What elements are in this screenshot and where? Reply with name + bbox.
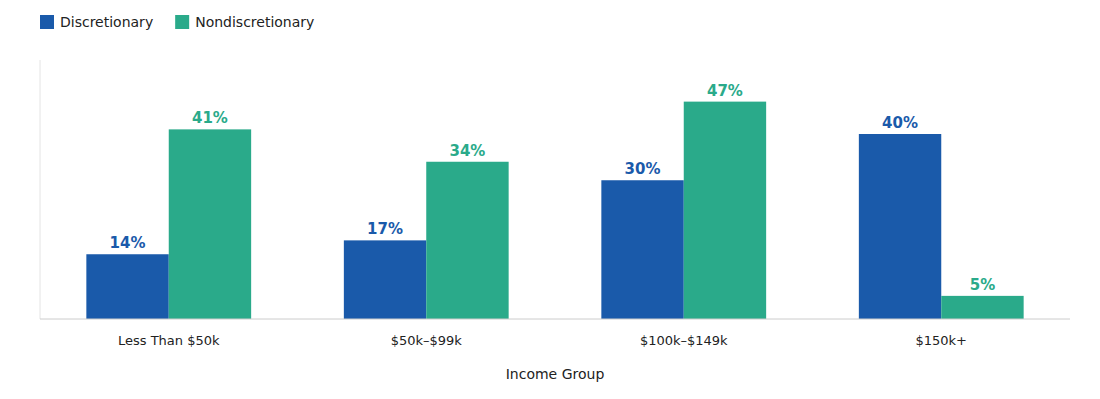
bar	[344, 240, 426, 319]
bar	[684, 102, 766, 319]
x-tick-label: $150k+	[915, 333, 967, 348]
x-tick-label: $100k–$149k	[640, 333, 728, 348]
legend-swatch	[175, 15, 189, 29]
data-labels: 14% 17% 30% 40% 41% 34% 47% 5%	[110, 82, 996, 294]
data-label: 47%	[707, 82, 743, 100]
bar	[859, 134, 941, 319]
x-tick-label: $50k–$99k	[391, 333, 463, 348]
bars	[86, 102, 1023, 319]
bar	[426, 162, 508, 319]
data-label: 30%	[625, 160, 661, 178]
legend-label: Nondiscretionary	[195, 14, 314, 30]
y-range-line	[40, 60, 41, 319]
chart: 14% 17% 30% 40% 41% 34% 47% 5% Less Than $50k $50…	[0, 0, 1100, 399]
data-label: 40%	[882, 114, 918, 132]
x-tick-label: Less Than $50k	[118, 333, 220, 348]
bar	[941, 296, 1023, 319]
legend-label: Discretionary	[60, 14, 153, 30]
data-label: 41%	[192, 109, 228, 127]
bar	[86, 254, 168, 319]
data-label: 17%	[367, 220, 403, 238]
legend-swatch	[40, 15, 54, 29]
x-axis-label: Income Group	[506, 366, 605, 382]
data-label: 34%	[449, 142, 485, 160]
legend: Discretionary Nondiscretionary	[40, 14, 314, 30]
bar	[601, 180, 683, 319]
x-axis-line	[40, 319, 1070, 320]
bar	[169, 129, 251, 319]
data-label: 14%	[110, 234, 146, 252]
data-label: 5%	[970, 276, 995, 294]
